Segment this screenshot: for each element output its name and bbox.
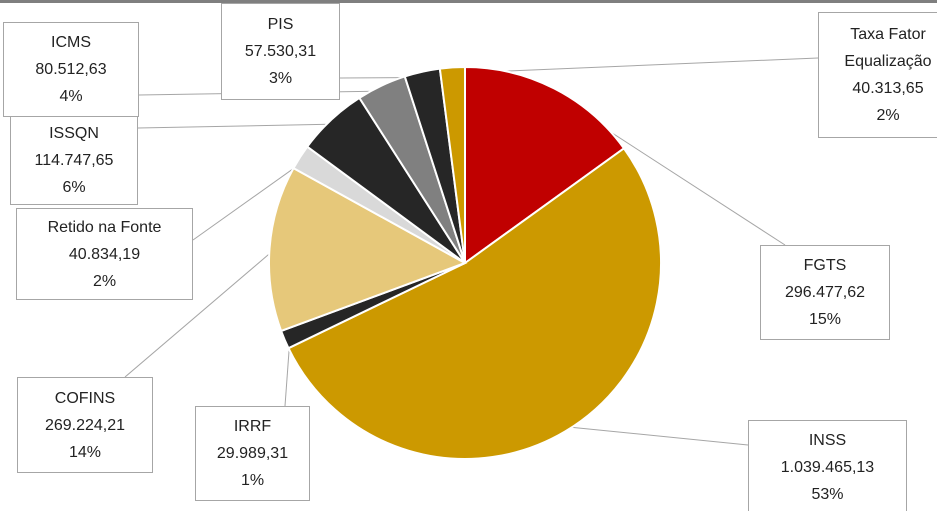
label-value: 57.530,31 — [244, 43, 317, 60]
label-name: Taxa Fator Equalização — [844, 26, 932, 70]
data-label: Taxa Fator Equalização 40.313,65 2% — [818, 12, 937, 138]
data-label: Retido na Fonte 40.834,19 2% — [16, 208, 193, 300]
label-value: 40.834,19 — [68, 245, 141, 263]
leader-line — [192, 159, 306, 241]
data-label: PIS 57.530,31 3% — [221, 3, 340, 100]
label-percent: 15% — [808, 311, 842, 328]
label-value: 1.039.465,13 — [780, 459, 875, 476]
pie-slice — [268, 166, 468, 333]
label-name: ICMS — [51, 34, 91, 51]
data-label: ISSQN 114.747,65 6% — [10, 115, 138, 205]
pie-slice — [464, 65, 626, 265]
label-value: 269.224,21 — [44, 416, 126, 434]
data-label: INSS 1.039.465,13 53% — [748, 420, 907, 511]
label-name: Retido na Fonte — [47, 218, 162, 236]
leader-line — [562, 425, 749, 446]
leader-line — [137, 123, 336, 129]
leader-line — [124, 248, 276, 378]
label-name: INSS — [808, 432, 847, 449]
label-name: FGTS — [803, 257, 847, 274]
label-value: 40.313,65 — [852, 80, 924, 97]
label-percent: 3% — [268, 70, 293, 87]
label-percent: 4% — [59, 88, 83, 105]
label-percent: 2% — [876, 107, 900, 124]
label-name: PIS — [267, 16, 294, 33]
label-percent: 2% — [92, 272, 117, 290]
label-name: IRRF — [233, 418, 272, 435]
top-bar — [0, 0, 937, 3]
label-name: COFINS — [54, 389, 116, 407]
data-label: IRRF 29.989,31 1% — [195, 406, 310, 501]
label-percent: 1% — [240, 472, 265, 489]
data-label: FGTS 296.477,62 15% — [760, 245, 890, 340]
label-percent: 6% — [62, 178, 86, 196]
pie-slice — [287, 146, 662, 460]
label-value: 296.477,62 — [784, 284, 866, 301]
data-label: ICMS 80.512,63 4% — [3, 22, 139, 117]
label-value: 80.512,63 — [35, 61, 107, 78]
label-percent: 14% — [68, 443, 102, 461]
data-label: COFINS 269.224,21 14% — [17, 377, 153, 473]
pie-slice — [438, 65, 466, 264]
label-name: ISSQN — [49, 124, 99, 142]
label-percent: 53% — [811, 486, 844, 503]
label-value: 114.747,65 — [34, 151, 114, 169]
label-value: 29.989,31 — [216, 445, 289, 462]
leader-line — [452, 57, 819, 74]
leader-lines — [124, 57, 819, 446]
